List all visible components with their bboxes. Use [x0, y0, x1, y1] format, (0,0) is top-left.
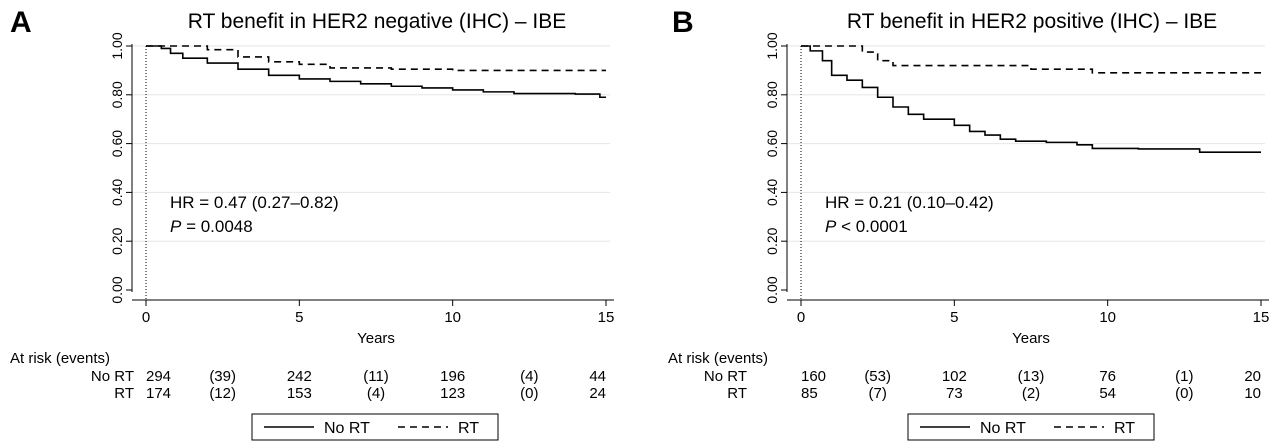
at-risk-value: 294	[146, 368, 171, 385]
panel-letter: B	[672, 6, 694, 39]
x-tick-label: 5	[295, 309, 303, 326]
at-risk-value: 73	[946, 385, 963, 402]
x-tick-label: 0	[142, 309, 150, 326]
legend-label-no-rt: No RT	[980, 420, 1026, 437]
at-risk-value: 196	[440, 368, 465, 385]
y-tick-label: 0.20	[764, 227, 780, 254]
at-risk-row-label: No RT	[91, 368, 134, 385]
y-tick-label: 1.00	[764, 32, 780, 59]
at-risk-value: (1)	[1175, 368, 1193, 385]
at-risk-value: 54	[1099, 385, 1116, 402]
x-tick-label: 15	[598, 309, 615, 326]
p-value-annotation: P < 0.0001	[825, 217, 908, 236]
at-risk-value: 102	[942, 368, 967, 385]
p-label: P	[825, 217, 837, 236]
p-value: = 0.0048	[181, 217, 252, 236]
y-tick-label: 0.20	[109, 227, 125, 254]
y-tick-label: 1.00	[109, 32, 125, 59]
at-risk-value: 85	[801, 385, 818, 402]
series-line-rt	[146, 45, 606, 72]
x-tick-label: 15	[1253, 309, 1270, 326]
legend-label-no-rt: No RT	[324, 420, 370, 437]
hr-annotation: HR = 0.47 (0.27–0.82)	[170, 193, 339, 212]
x-tick-label: 0	[797, 309, 805, 326]
y-tick-label: 0.60	[109, 130, 125, 157]
y-tick-label: 0.40	[109, 179, 125, 206]
at-risk-header: At risk (events)	[10, 350, 110, 367]
chart-title: RT benefit in HER2 negative (IHC) – IBE	[188, 10, 567, 33]
y-tick-label: 0.00	[764, 276, 780, 303]
at-risk-value: 123	[440, 385, 465, 402]
x-axis-label: Years	[357, 330, 395, 347]
chart-panel-a: A RT benefit in HER2 negative (IHC) – IBE…	[10, 6, 615, 441]
at-risk-row-label: No RT	[704, 368, 747, 385]
p-label: P	[170, 217, 182, 236]
at-risk-value: (13)	[1018, 368, 1045, 385]
at-risk-value: (11)	[363, 368, 389, 385]
legend-label-rt: RT	[1114, 420, 1135, 437]
panel-letter: A	[10, 6, 32, 39]
series-line-rt	[801, 45, 1261, 74]
at-risk-row-label: RT	[114, 385, 134, 402]
at-risk-value: (4)	[520, 368, 538, 385]
chart-panel-b: B RT benefit in HER2 positive (IHC) – IBE…	[668, 6, 1270, 441]
at-risk-value: 44	[589, 368, 606, 385]
legend-label-rt: RT	[458, 420, 479, 437]
at-risk-value: (0)	[1175, 385, 1193, 402]
hr-annotation: HR = 0.21 (0.10–0.42)	[825, 193, 994, 212]
at-risk-value: (4)	[367, 385, 385, 402]
at-risk-value: 160	[801, 368, 826, 385]
x-axis-label: Years	[1012, 330, 1050, 347]
y-tick-label: 0.80	[109, 81, 125, 108]
p-value-annotation: P = 0.0048	[170, 217, 253, 236]
at-risk-value: (2)	[1022, 385, 1040, 402]
at-risk-value: (7)	[868, 385, 886, 402]
at-risk-value: (12)	[209, 385, 236, 402]
at-risk-value: (39)	[209, 368, 236, 385]
at-risk-value: (0)	[520, 385, 538, 402]
series-line-no-rt	[801, 45, 1261, 153]
y-tick-label: 0.00	[109, 276, 125, 303]
series-line-no-rt	[146, 45, 606, 99]
at-risk-value: 24	[589, 385, 606, 402]
at-risk-value: 153	[287, 385, 312, 402]
y-tick-label: 0.80	[764, 81, 780, 108]
y-tick-label: 0.60	[764, 130, 780, 157]
chart-title: RT benefit in HER2 positive (IHC) – IBE	[847, 10, 1217, 33]
p-value: < 0.0001	[836, 217, 907, 236]
at-risk-value: 10	[1244, 385, 1261, 402]
at-risk-header: At risk (events)	[668, 350, 768, 367]
y-tick-label: 0.40	[764, 179, 780, 206]
at-risk-value: 76	[1099, 368, 1116, 385]
at-risk-value: 174	[146, 385, 171, 402]
at-risk-row-label: RT	[727, 385, 747, 402]
at-risk-value: 242	[287, 368, 312, 385]
at-risk-value: (53)	[864, 368, 891, 385]
x-tick-label: 10	[1099, 309, 1116, 326]
at-risk-value: 20	[1244, 368, 1261, 385]
x-tick-label: 5	[950, 309, 958, 326]
x-tick-label: 10	[444, 309, 461, 326]
